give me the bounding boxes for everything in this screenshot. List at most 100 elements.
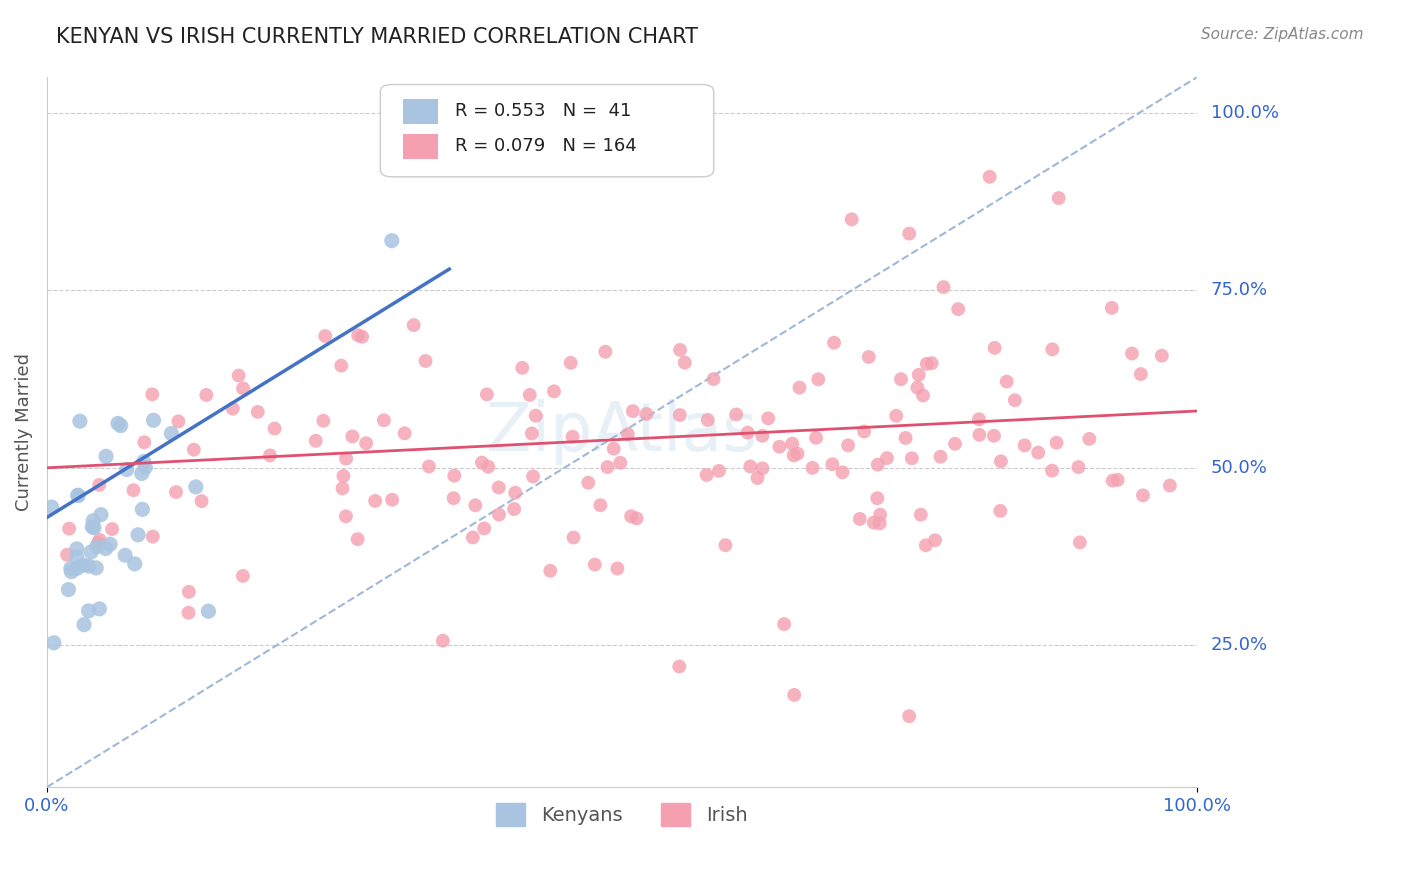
Point: [910, 508, 932, 522]
Point: [1004, 393, 1026, 408]
Point: [946, 302, 969, 317]
Point: [907, 368, 929, 382]
Y-axis label: Currently Married: Currently Married: [15, 353, 32, 511]
Point: [477, 459, 499, 474]
Point: [134, 435, 156, 450]
Point: [669, 343, 692, 357]
Point: [461, 530, 484, 544]
FancyBboxPatch shape: [380, 85, 714, 177]
Point: [780, 436, 803, 450]
Point: [1132, 488, 1154, 502]
Point: [609, 456, 631, 470]
Point: [562, 531, 585, 545]
Point: [866, 491, 889, 506]
Point: [84, 561, 107, 575]
Point: [561, 430, 583, 444]
Point: [932, 280, 955, 294]
Point: [142, 529, 165, 543]
Point: [841, 212, 863, 227]
Point: [332, 481, 354, 495]
Point: [853, 425, 876, 439]
Point: [756, 411, 779, 425]
Text: 75.0%: 75.0%: [1211, 281, 1268, 300]
Point: [901, 451, 924, 466]
Point: [1067, 460, 1090, 475]
Point: [66, 541, 89, 556]
Point: [364, 494, 387, 508]
Point: [921, 356, 943, 370]
Point: [131, 467, 153, 481]
Point: [352, 330, 374, 344]
Point: [751, 461, 773, 475]
Point: [617, 427, 640, 442]
Point: [342, 429, 364, 443]
Point: [402, 318, 425, 332]
Point: [335, 451, 357, 466]
Point: [1159, 478, 1181, 492]
Point: [823, 335, 845, 350]
Point: [786, 447, 808, 461]
Point: [773, 617, 796, 632]
Point: [768, 440, 790, 454]
Point: [381, 492, 404, 507]
Point: [115, 462, 138, 476]
Point: [522, 469, 544, 483]
Point: [305, 434, 328, 448]
Text: Source: ZipAtlas.com: Source: ZipAtlas.com: [1201, 27, 1364, 42]
Point: [488, 508, 510, 522]
Point: [804, 431, 827, 445]
Point: [59, 561, 82, 575]
Point: [1040, 464, 1063, 478]
Point: [1101, 301, 1123, 315]
Point: [190, 494, 212, 508]
Point: [1129, 367, 1152, 381]
Point: [696, 468, 718, 483]
Point: [621, 404, 644, 418]
Point: [141, 387, 163, 401]
Point: [314, 329, 336, 343]
Point: [894, 431, 917, 445]
Point: [89, 602, 111, 616]
Point: [831, 465, 853, 479]
Text: ZipAtlas: ZipAtlas: [486, 400, 758, 466]
Point: [898, 227, 921, 241]
Point: [381, 234, 404, 248]
Point: [914, 538, 936, 552]
Point: [866, 458, 889, 472]
Point: [801, 461, 824, 475]
Point: [876, 451, 898, 466]
Point: [821, 457, 844, 471]
Point: [1014, 438, 1036, 452]
Point: [124, 557, 146, 571]
Point: [740, 459, 762, 474]
Text: KENYAN VS IRISH CURRENTLY MARRIED CORRELATION CHART: KENYAN VS IRISH CURRENTLY MARRIED CORREL…: [56, 27, 699, 46]
Point: [602, 442, 624, 456]
Point: [94, 541, 117, 556]
Point: [131, 502, 153, 516]
Point: [884, 409, 907, 423]
Point: [66, 561, 89, 575]
Point: [94, 450, 117, 464]
Point: [1069, 535, 1091, 549]
Point: [969, 427, 991, 442]
Point: [943, 437, 966, 451]
Point: [596, 460, 619, 475]
Text: R = 0.553   N =  41: R = 0.553 N = 41: [456, 102, 631, 120]
Point: [98, 537, 121, 551]
Point: [89, 478, 111, 492]
Point: [862, 516, 884, 530]
Point: [132, 454, 155, 468]
Point: [967, 412, 990, 426]
Point: [583, 558, 606, 572]
Point: [1026, 445, 1049, 459]
Point: [232, 569, 254, 583]
Point: [184, 480, 207, 494]
Point: [673, 356, 696, 370]
Point: [519, 388, 541, 402]
Point: [114, 548, 136, 562]
Point: [988, 504, 1011, 518]
Point: [905, 381, 928, 395]
Point: [1078, 432, 1101, 446]
Point: [56, 548, 79, 562]
Text: 25.0%: 25.0%: [1211, 636, 1268, 654]
